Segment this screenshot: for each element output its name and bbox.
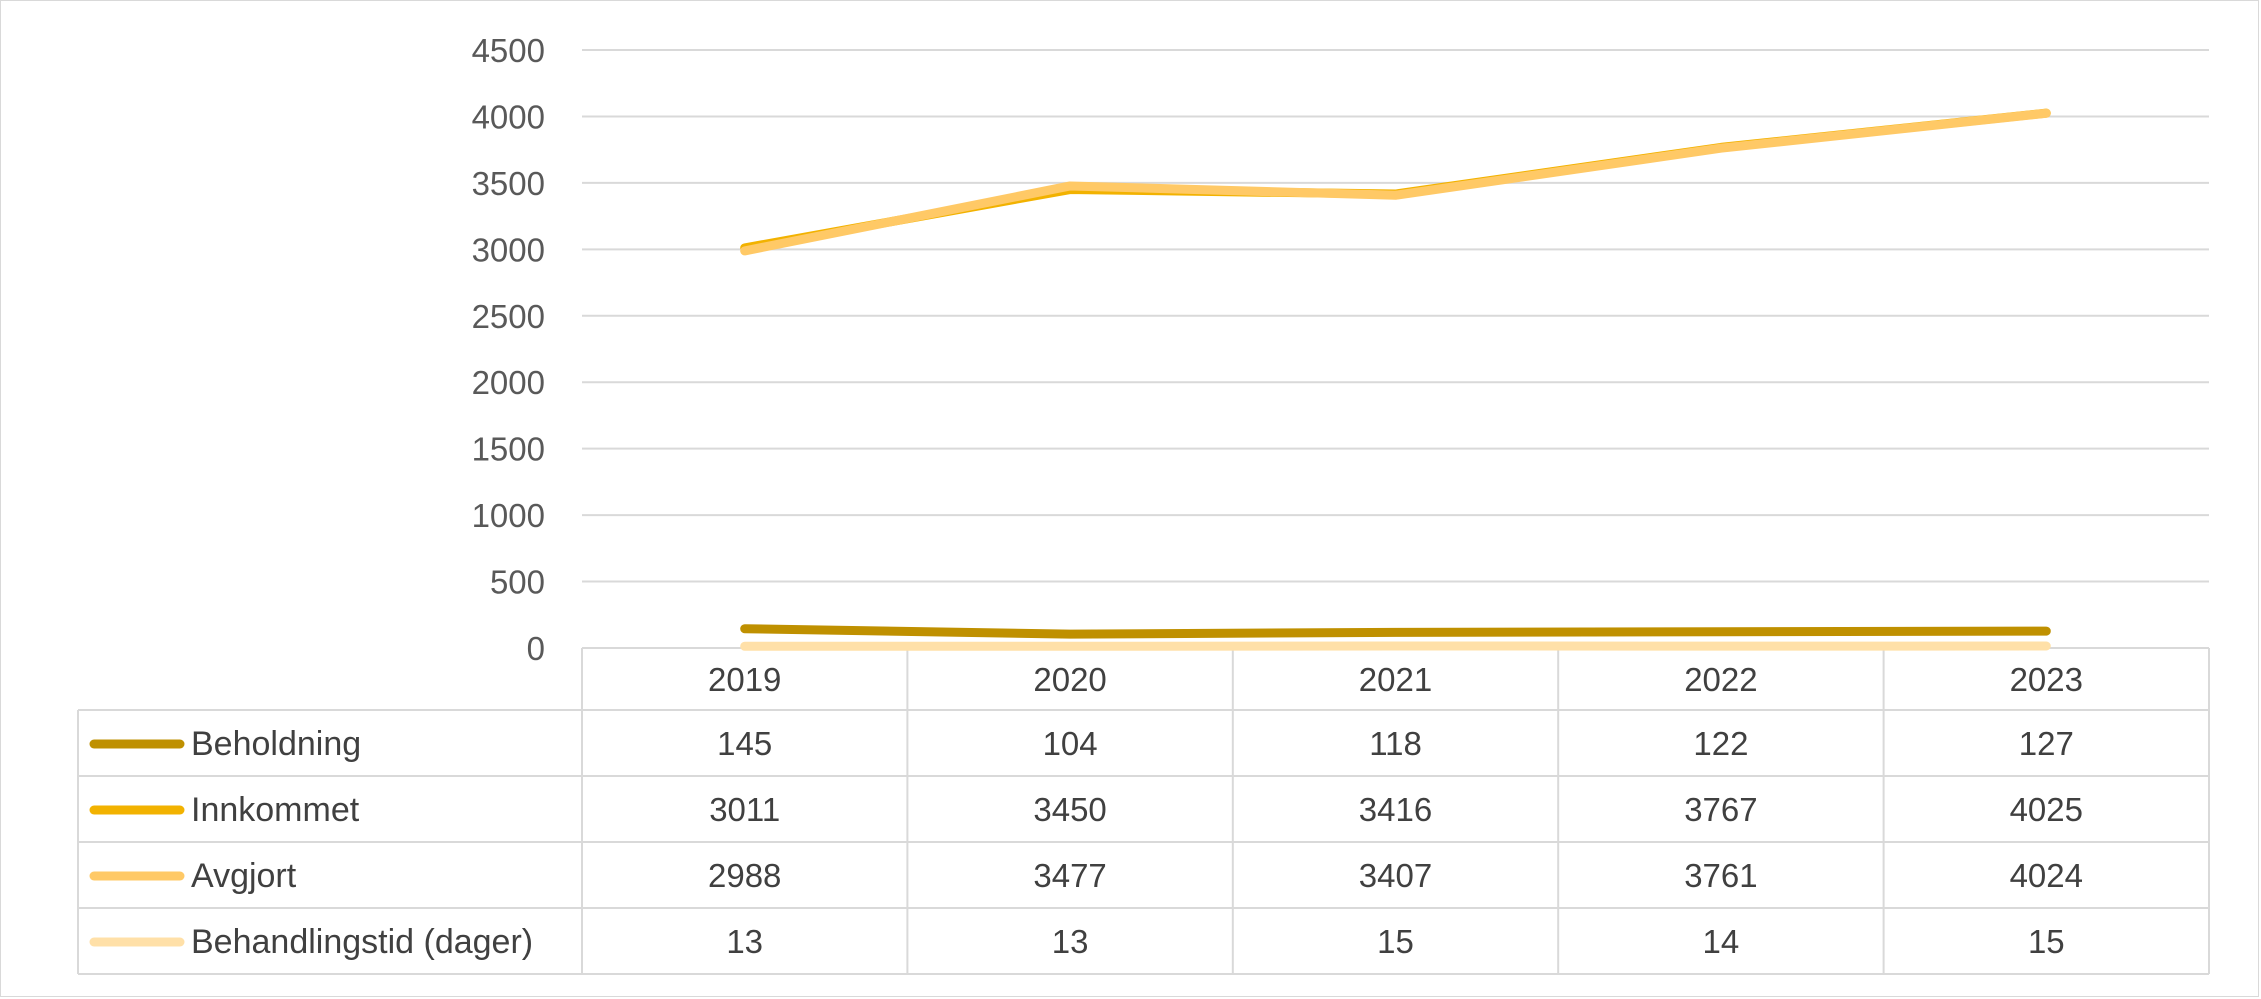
data-label-1-1: 3450 [1033,791,1106,828]
y-tick-label-1000: 1000 [472,497,545,534]
legend-label-1: Innkommet [191,791,360,829]
y-tick-label-4500: 4500 [472,32,545,69]
data-label-3-3: 14 [1703,923,1740,960]
y-tick-label-4000: 4000 [472,98,545,135]
data-table: 2019 2020 2021 2022 2023 Beholdning 145 104 118 1… [77,647,2210,975]
data-label-1-0: 3011 [709,791,780,828]
data-label-0-4: 127 [2019,725,2074,762]
data-label-3-0: 13 [726,923,763,960]
series-line-2 [740,108,2051,256]
data-label-3-2: 15 [1377,923,1414,960]
x-tick-label-2022: 2022 [1684,661,1757,698]
legend-label-2: Avgjort [191,857,297,895]
series-lines [740,108,2051,651]
data-label-1-4: 4025 [2010,791,2083,828]
y-tick-label-3000: 3000 [472,231,545,268]
x-tick-label-2023: 2023 [2010,661,2083,698]
series-line-0 [740,624,2051,639]
data-label-1-2: 3416 [1359,791,1432,828]
data-label-3-1: 13 [1052,923,1089,960]
data-label-2-0: 2988 [708,857,781,894]
data-label-0-0: 145 [717,725,772,762]
data-label-2-1: 3477 [1033,857,1106,894]
data-label-0-1: 104 [1043,725,1098,762]
y-tick-label-3500: 3500 [472,165,545,202]
data-label-2-2: 3407 [1359,857,1432,894]
gridlines [582,49,2209,583]
y-tick-label-0: 0 [527,630,545,667]
y-tick-label-2500: 2500 [472,298,545,335]
data-label-3-4: 15 [2028,923,2065,960]
y-axis-ticks: 0 500 1000 1500 2000 2500 3000 3500 4000 4500 [472,32,545,667]
y-tick-label-2000: 2000 [472,364,545,401]
data-label-0-2: 118 [1369,725,1422,762]
data-label-2-3: 3761 [1684,857,1757,894]
data-label-2-4: 4024 [2010,857,2083,894]
legend-label-0: Beholdning [191,725,361,763]
legend-label-3: Behandlingstid (dager) [191,923,533,961]
x-tick-label-2019: 2019 [708,661,781,698]
data-label-0-3: 122 [1693,725,1748,762]
y-tick-label-1500: 1500 [472,431,545,468]
y-tick-label-500: 500 [490,564,545,601]
x-tick-label-2021: 2021 [1359,661,1432,698]
x-tick-label-2020: 2020 [1033,661,1106,698]
data-label-1-3: 3767 [1684,791,1757,828]
